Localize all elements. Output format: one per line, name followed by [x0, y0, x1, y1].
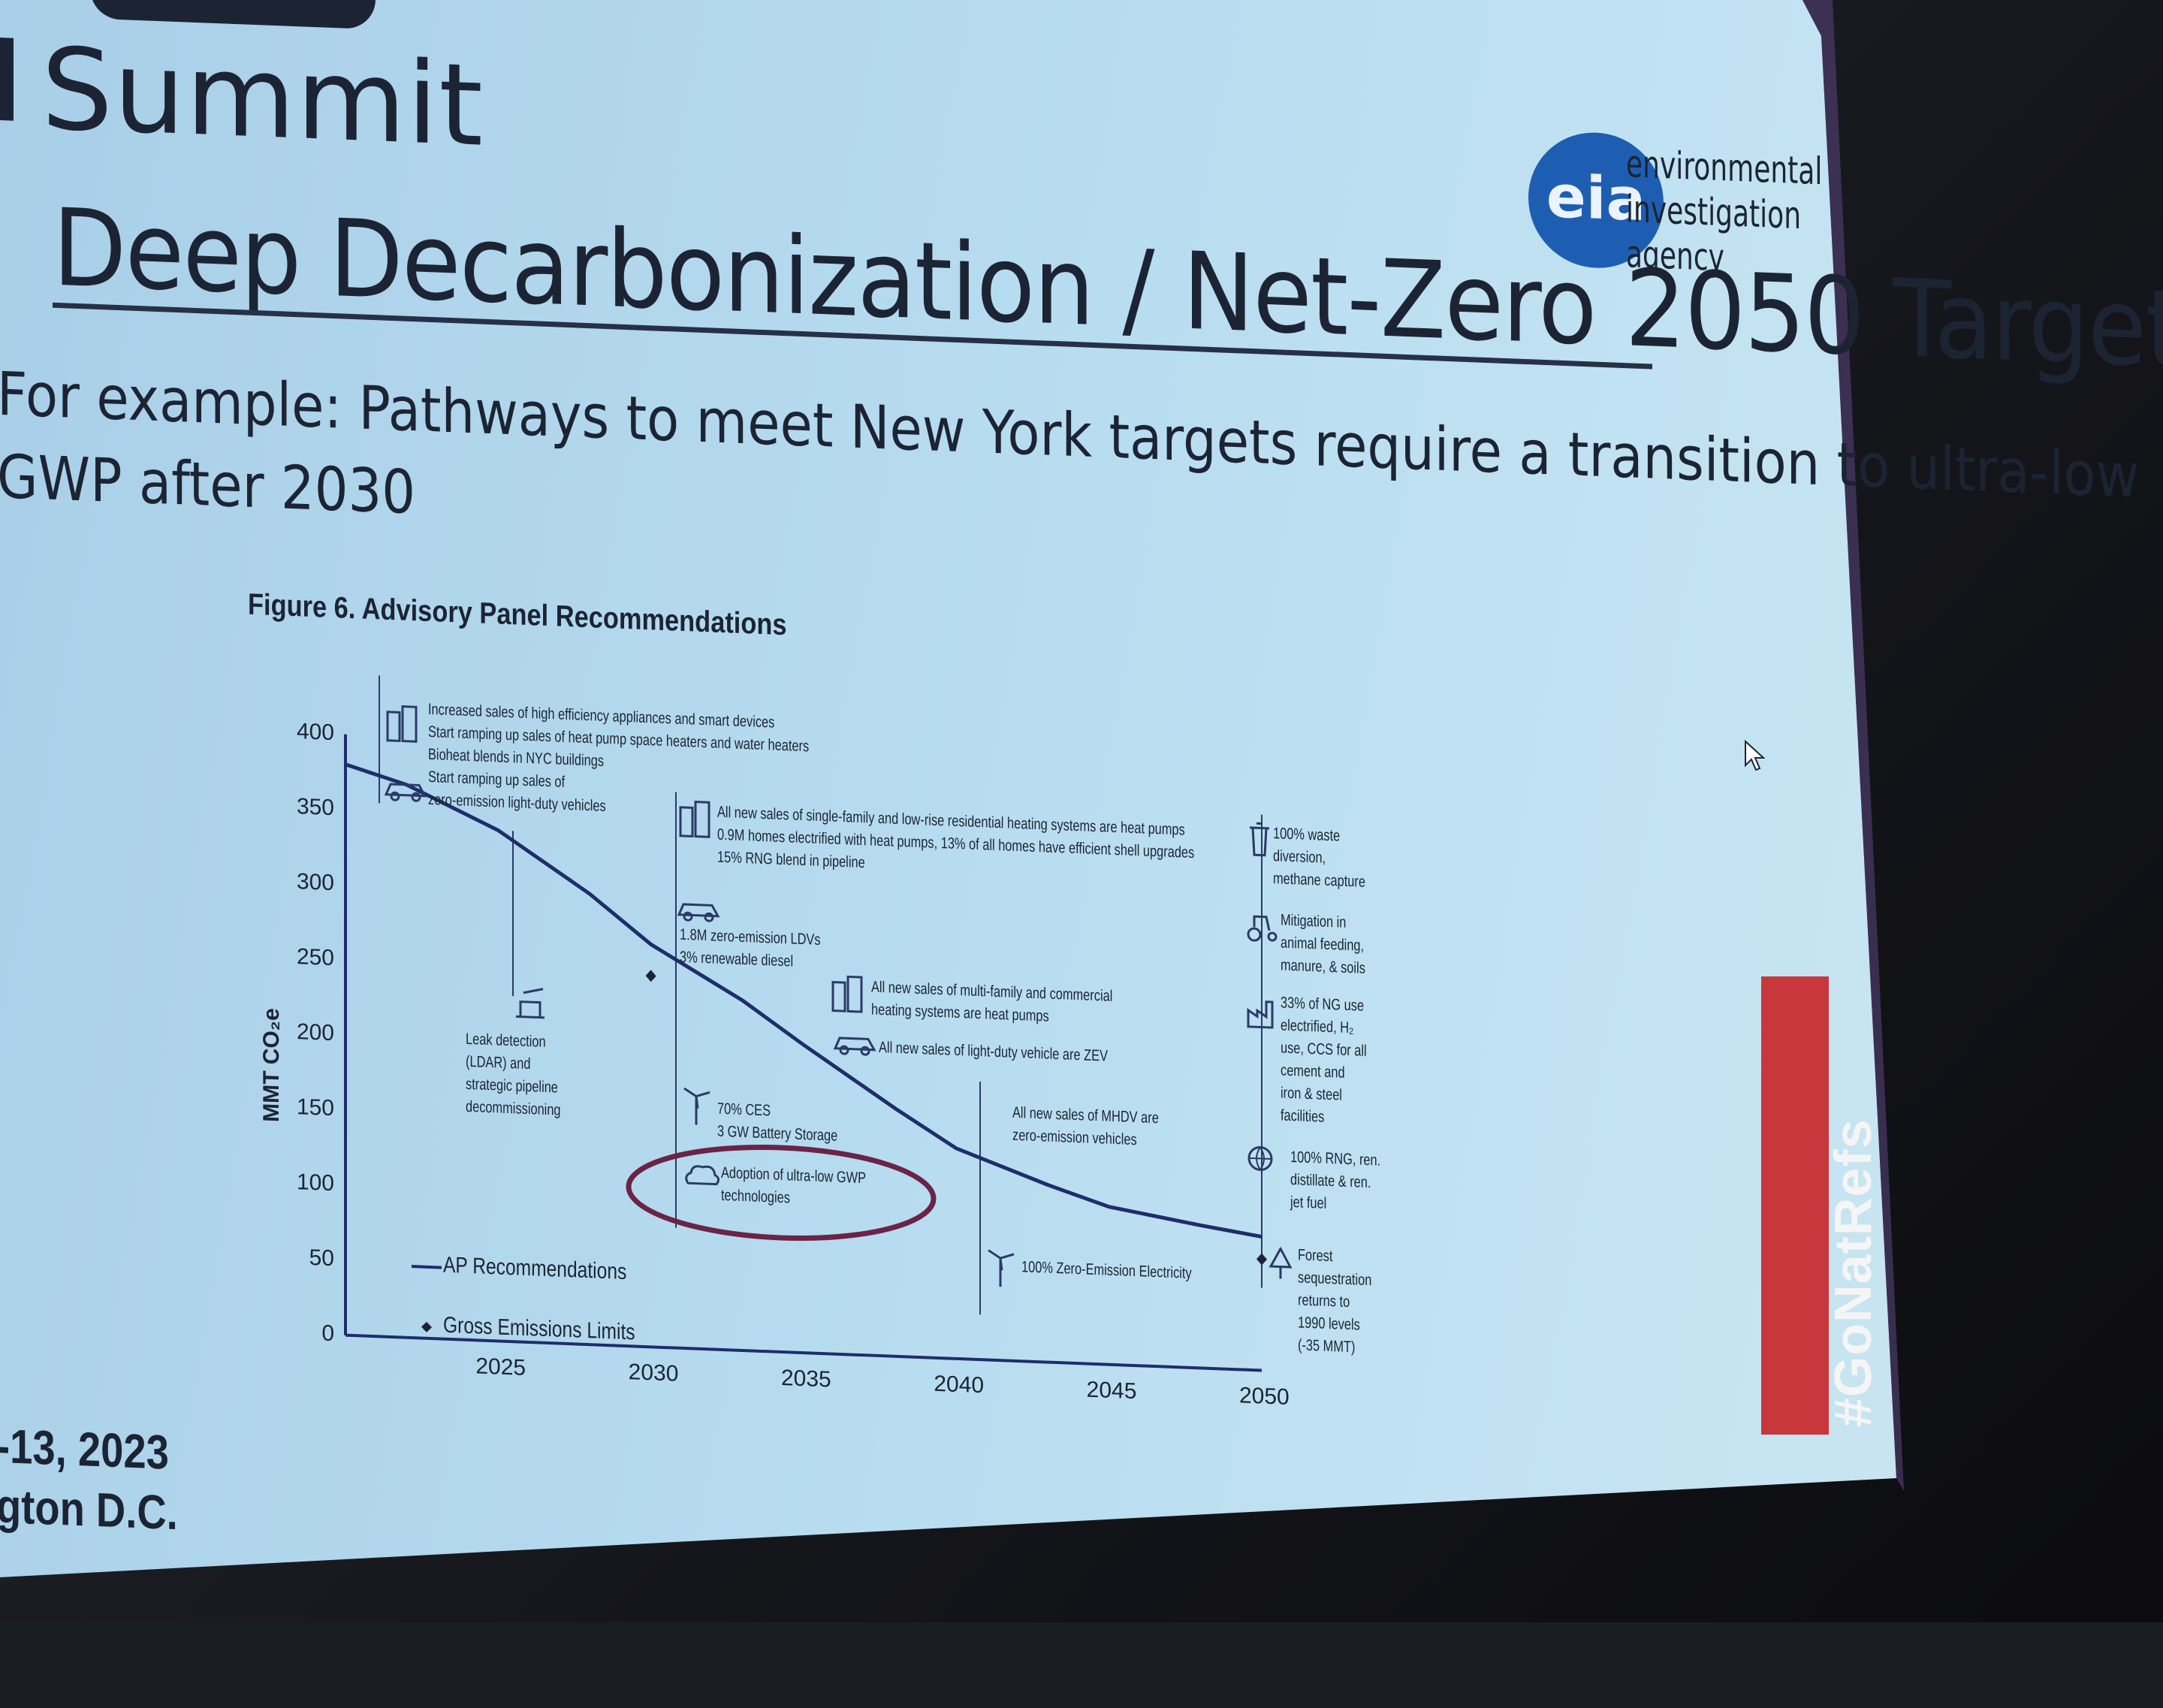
note-line: sequestration [1298, 1269, 1372, 1290]
buildings-icon [386, 705, 418, 743]
note-line: animal feeding, [1281, 934, 1365, 955]
note-line: 33% of NG use [1281, 994, 1365, 1015]
note-line: jet fuel [1290, 1193, 1327, 1212]
note-line: facilities [1281, 1106, 1325, 1126]
globe-icon [1247, 1145, 1273, 1172]
annotation-industry: 33% of NG use electrified, H₂ use, CCS f… [1281, 991, 1367, 1130]
note-line: returns to [1298, 1291, 1350, 1311]
oil-pump-icon [516, 988, 545, 1019]
factory-icon [1247, 1000, 1274, 1029]
gross-emissions-limit-marker [1256, 1253, 1267, 1266]
note-line: Forest [1298, 1246, 1333, 1266]
note-line: iron & steel [1281, 1084, 1342, 1104]
annotation-agriculture: Mitigation in animal feeding, manure, & … [1281, 909, 1365, 979]
note-line: Mitigation in [1281, 911, 1347, 931]
gross-emissions-limit-marker [645, 970, 656, 982]
annotation-leak-detection: Leak detection (LDAR) and strategic pipe… [466, 1028, 561, 1122]
note-line: use, CCS for all [1281, 1039, 1367, 1060]
date-line: gton D.C. [0, 1478, 178, 1541]
annotation-waste: 100% waste diversion, methane capture [1273, 822, 1365, 894]
annotation-ces: 70% CES 3 GW Battery Storage [717, 1098, 837, 1148]
legend-marker-swatch [421, 1321, 432, 1332]
hashtag-text: #GoNatRefs [1824, 1118, 1882, 1427]
note-line: decommissioning [466, 1097, 561, 1119]
car-icon [677, 903, 720, 922]
cloud-icon [685, 1165, 720, 1186]
annotation-ultra-low-gwp: Adoption of ultra-low GWP technologies [721, 1162, 866, 1212]
date-line: -13, 2023 [0, 1418, 169, 1480]
note-line: 100% waste [1273, 825, 1341, 845]
note-line: cement and [1281, 1061, 1345, 1082]
legend-line-swatch [412, 1265, 442, 1269]
note-line: electrified, H₂ [1281, 1016, 1354, 1037]
note-line: 1990 levels [1298, 1314, 1360, 1334]
annotation-ldvs: 1.8M zero-emission LDVs 3% renewable die… [680, 924, 821, 974]
buildings-icon [831, 975, 863, 1013]
series-line-ap-recommendations [345, 762, 1263, 1239]
mouse-cursor-icon [1745, 740, 1766, 771]
wind-turbine-icon [683, 1087, 710, 1125]
note-line: (-35 MMT) [1298, 1336, 1356, 1356]
annotation-multifamily: All new sales of multi-family and commer… [871, 976, 1112, 1031]
x-axis [345, 1333, 1262, 1372]
note-line: manure, & soils [1281, 956, 1365, 977]
note-line: 3 GW Battery Storage [717, 1122, 838, 1145]
car-icon [833, 1037, 876, 1056]
buildings-icon [679, 801, 710, 838]
annotation-forest: Forest sequestration returns to 1990 lev… [1298, 1244, 1371, 1359]
hashtag-banner: #GoNatRefs [1761, 976, 1882, 1435]
note-line: strategic pipeline [466, 1075, 558, 1097]
tree-icon [1269, 1246, 1293, 1279]
note-line: 100% RNG, ren. [1290, 1148, 1381, 1169]
event-date: -13, 2023 gton D.C. [0, 1416, 178, 1543]
trash-can-icon [1250, 822, 1269, 857]
annotation-mhdv: All new sales of MHDV are zero-emission … [1012, 1102, 1159, 1152]
highlight-circle [626, 1144, 937, 1241]
note-line: Leak detection [466, 1030, 546, 1051]
note-line: diversion, [1273, 847, 1326, 867]
car-icon [384, 783, 427, 802]
annotation-fuels: 100% RNG, ren. distillate & ren. jet fue… [1290, 1146, 1380, 1218]
note-line: (LDAR) and [466, 1052, 531, 1073]
note-line: distillate & ren. [1290, 1170, 1371, 1192]
wind-turbine-icon [988, 1249, 1015, 1287]
note-line: methane capture [1273, 870, 1365, 891]
tractor-icon [1247, 915, 1278, 942]
